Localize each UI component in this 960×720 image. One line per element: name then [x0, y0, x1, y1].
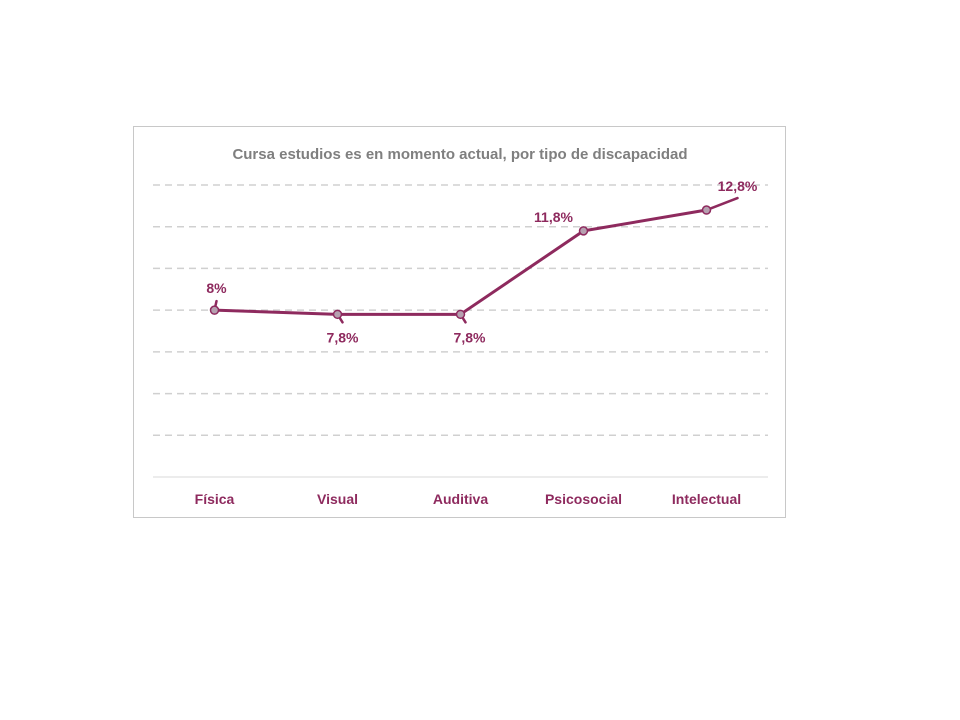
data-label: 11,8%	[534, 209, 573, 225]
data-point	[332, 309, 343, 320]
x-tick-label: Visual	[317, 491, 358, 507]
x-tick-label: Intelectual	[672, 491, 741, 507]
data-label: 7,8%	[454, 329, 486, 345]
chart-frame: Cursa estudios es en momento actual, por…	[133, 126, 786, 518]
x-tick-label: Física	[195, 491, 235, 507]
series-group	[209, 196, 739, 324]
line-chart: Cursa estudios es en momento actual, por…	[153, 146, 768, 507]
label-leader-line	[705, 196, 739, 212]
data-point	[209, 305, 220, 315]
data-point	[578, 226, 589, 236]
category-labels: Física Visual Auditiva Psicosocial Intelectu…	[195, 491, 741, 507]
chart-title: Cursa estudios es en momento actual, por…	[232, 146, 687, 163]
x-tick-label: Psicosocial	[545, 491, 622, 507]
x-tick-label: Auditiva	[433, 491, 488, 507]
data-label: 12,8%	[718, 178, 758, 194]
series-line	[213, 208, 708, 316]
data-point	[455, 309, 466, 320]
data-label: 8%	[206, 280, 227, 296]
data-point	[701, 205, 712, 215]
data-labels: 8% 7,8% 7,8% 11,8% 12,8%	[206, 178, 758, 345]
data-label: 7,8%	[327, 329, 359, 345]
